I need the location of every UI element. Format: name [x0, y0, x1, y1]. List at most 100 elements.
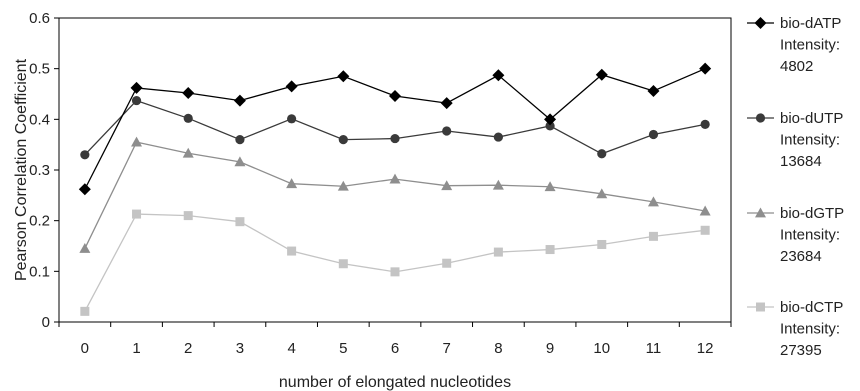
data-point: [440, 97, 453, 110]
x-tick-label: 4: [287, 340, 295, 357]
data-point: [287, 246, 297, 256]
legend-label: bio-dATP: [780, 15, 841, 32]
data-point: [596, 188, 608, 199]
data-point: [235, 135, 245, 145]
legend-label: Intensity:: [780, 37, 840, 54]
series-layer: [78, 62, 712, 316]
legend-label: Intensity:: [780, 321, 840, 338]
y-tick-label: 0.6: [29, 10, 50, 27]
legend-label: Intensity:: [780, 132, 840, 149]
data-point: [545, 121, 555, 131]
data-point: [338, 259, 348, 269]
data-point: [441, 180, 453, 191]
data-point: [183, 211, 193, 221]
series-bio-dGTP: [79, 136, 711, 253]
data-point: [287, 114, 297, 124]
x-tick-label: 8: [494, 340, 502, 357]
legend-label: 4802: [780, 58, 813, 75]
data-point: [78, 183, 91, 196]
data-point: [699, 62, 712, 75]
y-tick-label: 0.5: [29, 61, 50, 78]
data-point: [595, 68, 608, 81]
data-point: [337, 70, 350, 83]
data-point: [544, 181, 556, 192]
y-axis: 0 0.1 0.2 0.3 0.4 0.5 0.6: [29, 10, 59, 331]
data-point: [699, 205, 711, 216]
x-tick-label: 3: [236, 340, 244, 357]
data-point: [492, 69, 505, 82]
x-tick-label: 0: [81, 340, 89, 357]
x-tick-label: 1: [132, 340, 140, 357]
legend-label: 27395: [780, 342, 822, 359]
x-tick-label: 9: [546, 340, 554, 357]
x-tick-label: 12: [697, 340, 714, 357]
legend-marker: [754, 17, 767, 29]
y-tick-label: 0: [42, 314, 50, 331]
y-tick-label: 0.1: [29, 263, 50, 280]
series-line: [84, 68, 706, 190]
series-line: [84, 141, 706, 249]
series-bio-dATP: [78, 62, 712, 196]
data-point: [389, 173, 401, 184]
x-tick-label: 7: [443, 340, 451, 357]
legend-label: 23684: [780, 248, 822, 265]
data-point: [390, 133, 400, 144]
data-point: [700, 119, 710, 129]
data-point: [131, 95, 142, 106]
data-point: [286, 178, 298, 189]
legend: bio-dATP Intensity: 4802 bio-dUTP Intensity:…: [747, 15, 844, 359]
x-axis-title: number of elongated nucleotides: [279, 374, 511, 391]
legend-item-bio-dCTP: bio-dCTP Intensity: 27395: [747, 299, 843, 359]
data-point: [442, 258, 452, 268]
y-axis-title: Pearson Correlation Coefficient: [13, 58, 30, 281]
x-axis: 0 1 2 3 4 5 6 7 8 9 10 11 12: [58, 322, 732, 357]
data-point: [131, 136, 143, 147]
legend-item-bio-dATP: bio-dATP Intensity: 4802: [747, 15, 841, 75]
data-point: [337, 180, 349, 191]
legend-label: 13684: [780, 153, 822, 170]
data-point: [389, 90, 401, 103]
data-point: [545, 245, 555, 255]
data-point: [182, 147, 194, 158]
legend-marker: [756, 302, 765, 312]
data-point: [544, 113, 557, 126]
plot-border: [58, 17, 732, 323]
data-point: [338, 135, 348, 145]
x-tick-label: 6: [391, 340, 399, 357]
x-tick-label: 10: [593, 340, 610, 357]
data-point: [182, 86, 195, 99]
data-point: [285, 80, 298, 93]
data-point: [233, 94, 246, 107]
legend-label: bio-dUTP: [780, 110, 843, 127]
data-point: [597, 239, 607, 249]
plot-area: [58, 17, 732, 323]
data-point: [647, 84, 660, 97]
data-point: [648, 231, 658, 241]
legend-marker: [755, 113, 766, 123]
data-point: [132, 209, 142, 219]
series-bio-dUTP: [80, 95, 710, 160]
data-point: [130, 81, 143, 94]
x-tick-label: 2: [184, 340, 192, 357]
legend-item-bio-dUTP: bio-dUTP Intensity: 13684: [747, 110, 843, 170]
data-point: [80, 150, 90, 160]
data-point: [234, 156, 246, 167]
data-point: [79, 243, 91, 253]
series-bio-dCTP: [80, 209, 710, 316]
data-point: [647, 196, 659, 207]
data-point: [442, 126, 452, 136]
x-tick-label: 5: [339, 340, 347, 357]
data-point: [648, 129, 659, 140]
data-point: [493, 247, 503, 257]
data-point: [80, 306, 90, 316]
legend-label: bio-dCTP: [780, 299, 843, 316]
y-tick-label: 0.3: [29, 162, 50, 179]
data-point: [597, 149, 607, 159]
legend-marker: [755, 207, 766, 218]
y-tick-label: 0.2: [29, 213, 50, 230]
y-tick-label: 0.4: [29, 111, 50, 128]
data-point: [493, 132, 503, 142]
series-line: [84, 213, 706, 312]
legend-item-bio-dGTP: bio-dGTP Intensity: 23684: [747, 205, 844, 265]
